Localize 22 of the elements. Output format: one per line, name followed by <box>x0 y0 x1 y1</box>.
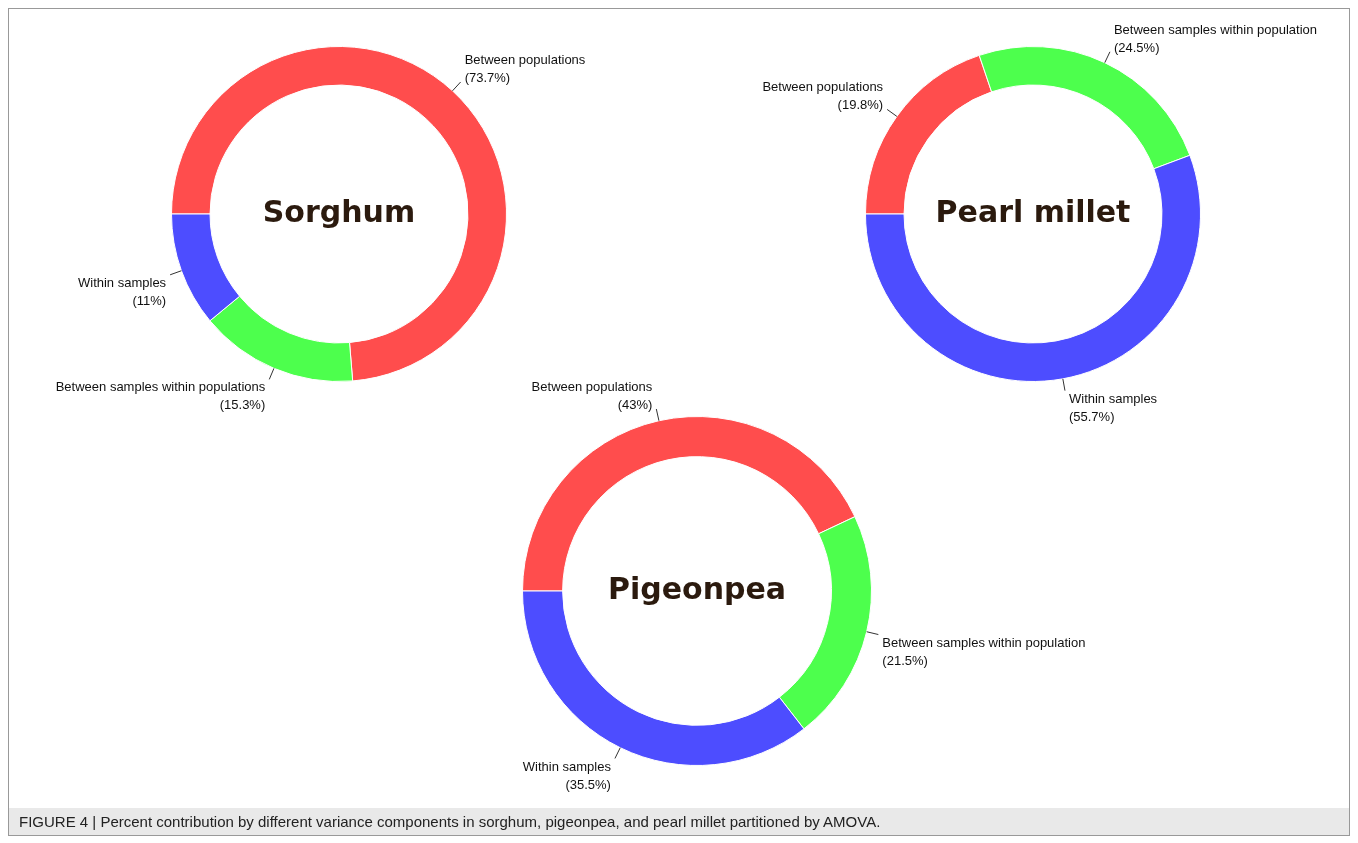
text: Pearl millet <box>935 193 1131 229</box>
data-label: (73.7%) <box>464 70 511 86</box>
data-label: (24.5%) <box>1113 39 1160 55</box>
slice-label: Between samples within population <box>1113 21 1318 37</box>
slice-label: Within samples <box>1068 390 1158 406</box>
data-label: (15.3%) <box>219 397 266 413</box>
slice-label: Within samples <box>77 274 167 290</box>
data-label: (43%) <box>617 397 653 413</box>
text: Sorghum <box>262 193 416 229</box>
slice-label: Between samples within population <box>882 634 1086 650</box>
data-label: (19.8%) <box>837 97 884 113</box>
caption: FIGURE 4 | Percent contribution by different variance components in sorghum, pigeonpea, and pearl millet partitioned by AMOVA. <box>19 813 882 830</box>
slice-label: Between samples within populations <box>55 379 266 395</box>
data-label: (55.7%) <box>1068 408 1115 424</box>
slice-label: Between populations <box>531 379 653 395</box>
data-label: (35.5%) <box>565 776 611 792</box>
slice-label: Between populations <box>464 52 586 68</box>
slice-label: Within samples <box>522 758 612 774</box>
slice-label: Between populations <box>762 79 884 95</box>
text: Pigeonpea <box>607 570 787 606</box>
data-label: (11%) <box>132 292 167 308</box>
data-label: (21.5%) <box>882 652 928 668</box>
